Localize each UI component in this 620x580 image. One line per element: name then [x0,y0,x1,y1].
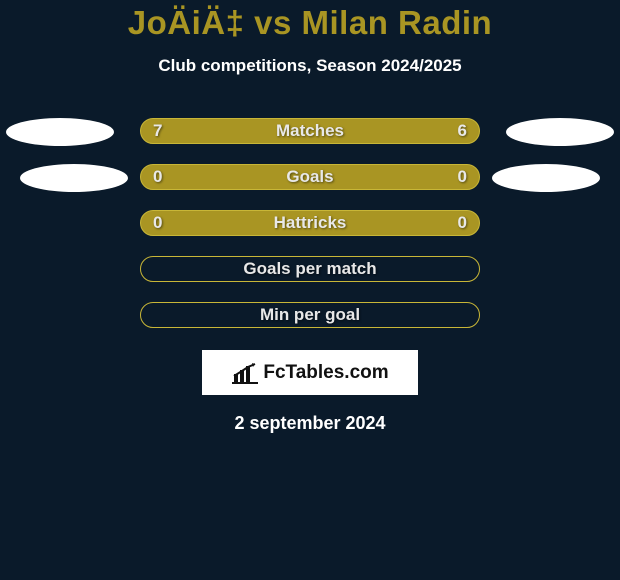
stat-label: Hattricks [274,213,347,233]
stat-label: Goals per match [243,259,376,279]
stat-bar: 0 Goals 0 [140,164,480,190]
left-ellipse [6,118,114,146]
date-label: 2 september 2024 [0,413,620,434]
fctables-logo: FcTables.com [202,350,418,395]
stat-row: 0 Goals 0 [0,164,620,192]
stat-row: 7 Matches 6 [0,118,620,146]
right-ellipse [506,118,614,146]
stat-left-value: 7 [153,121,162,141]
stat-bar: 0 Hattricks 0 [140,210,480,236]
bar-chart-icon [231,362,259,384]
logo-text: FcTables.com [263,362,388,384]
comparison-card: JoÄiÄ‡ vs Milan Radin Club competitions,… [0,0,620,580]
stat-right-value: 6 [458,121,467,141]
stat-right-value: 0 [458,167,467,187]
right-ellipse [492,164,600,192]
stat-label: Min per goal [260,305,360,325]
page-title: JoÄiÄ‡ vs Milan Radin [0,4,620,42]
left-ellipse [20,164,128,192]
stat-row: Goals per match [0,256,620,284]
stat-rows: 7 Matches 6 0 Goals 0 0 Hattricks 0 Goals per mat… [0,118,620,330]
stat-label: Matches [276,121,344,141]
stat-bar: 7 Matches 6 [140,118,480,144]
stat-right-value: 0 [458,213,467,233]
stat-row: Min per goal [0,302,620,330]
stat-left-value: 0 [153,167,162,187]
stat-bar: Min per goal [140,302,480,328]
subtitle: Club competitions, Season 2024/2025 [0,56,620,76]
stat-left-value: 0 [153,213,162,233]
stat-bar: Goals per match [140,256,480,282]
stat-row: 0 Hattricks 0 [0,210,620,238]
stat-label: Goals [286,167,333,187]
